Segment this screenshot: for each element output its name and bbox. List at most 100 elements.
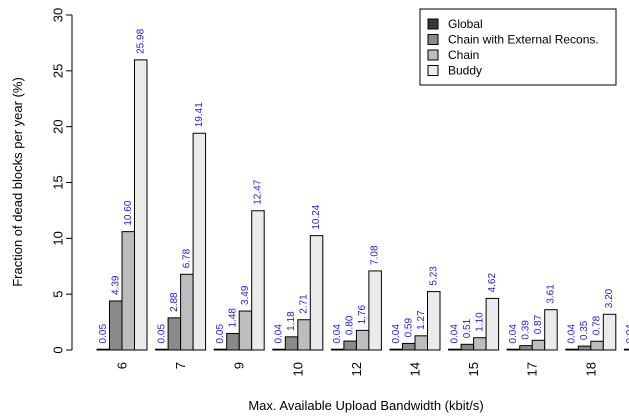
legend-box <box>419 8 617 86</box>
bar <box>167 317 182 351</box>
bar <box>544 309 558 351</box>
data-label: 0.05 <box>98 324 109 344</box>
data-label: 12.47 <box>252 179 263 204</box>
y-tick-label: 25 <box>51 64 66 78</box>
data-label: 3.20 <box>604 288 615 308</box>
x-tick-label: 17 <box>525 362 540 376</box>
legend-label: Chain with External Recons. <box>448 33 599 47</box>
bar <box>519 345 533 351</box>
data-label: 10.24 <box>311 204 322 229</box>
y-tick-label: 20 <box>51 119 66 133</box>
data-label: 4.39 <box>110 275 121 295</box>
x-tick-label: 14 <box>408 362 423 376</box>
data-label: 3.49 <box>240 285 251 305</box>
x-tick-label: 15 <box>466 362 481 376</box>
bar <box>309 235 324 351</box>
bar <box>623 348 629 351</box>
bar <box>330 348 345 351</box>
bar <box>531 339 546 351</box>
bar <box>284 336 299 351</box>
bar <box>485 297 500 351</box>
legend-swatch <box>427 18 439 30</box>
data-label: 0.05 <box>215 324 226 344</box>
data-label: 0.04 <box>391 324 402 344</box>
data-label: 2.71 <box>299 294 310 314</box>
bar <box>368 270 382 351</box>
x-tick-label: 12 <box>349 362 364 376</box>
data-label: 0.35 <box>579 320 590 340</box>
data-label: 0.51 <box>462 318 473 338</box>
bar <box>602 313 617 351</box>
data-label: 1.18 <box>286 311 297 331</box>
x-tick-label: 18 <box>583 362 598 376</box>
legend-label: Global <box>448 17 483 31</box>
data-label: 1.76 <box>357 304 368 324</box>
data-label: 0.80 <box>345 315 356 335</box>
bar <box>448 348 462 351</box>
bar <box>427 291 441 351</box>
data-label: 0.04 <box>625 324 629 344</box>
bar <box>180 273 194 351</box>
legend-label: Buddy <box>448 64 482 78</box>
data-label: 25.98 <box>135 28 146 53</box>
bar <box>297 319 311 351</box>
y-tick-label: 15 <box>51 175 66 189</box>
data-label: 0.39 <box>520 320 531 340</box>
legend-swatch <box>427 65 439 76</box>
x-axis-label: Max. Available Upload Bandwidth (kbit/s) <box>248 398 483 413</box>
data-label: 3.61 <box>545 284 556 304</box>
bar <box>96 348 110 351</box>
data-label: 4.62 <box>487 273 498 293</box>
bar <box>473 337 487 351</box>
data-label: 5.23 <box>428 266 439 286</box>
bar <box>355 329 370 351</box>
data-label: 0.04 <box>332 324 343 344</box>
bar <box>389 348 403 351</box>
legend-swatch <box>427 34 439 45</box>
y-tick-label: 5 <box>51 291 66 298</box>
data-label: 19.41 <box>194 102 205 127</box>
data-label: 0.04 <box>567 324 578 344</box>
y-axis: 0 5 10 15 20 25 30 <box>51 8 73 354</box>
bar <box>109 300 123 351</box>
bar <box>238 310 253 351</box>
bar <box>226 332 240 351</box>
bar <box>590 340 604 351</box>
bar <box>272 348 286 351</box>
y-axis-label: Fraction of dead blocks per year (%) <box>10 77 25 287</box>
data-label: 10.60 <box>123 200 134 225</box>
data-label: 0.04 <box>274 324 285 344</box>
bar <box>565 348 579 351</box>
bar <box>121 231 135 351</box>
bar <box>460 343 475 351</box>
bar <box>134 59 148 351</box>
data-label: 7.08 <box>370 245 381 265</box>
legend: Global Chain with External Recons.Chain Bu… <box>419 8 617 86</box>
legend-label: Chain <box>448 48 479 62</box>
data-label: 0.87 <box>533 314 544 334</box>
data-label: 0.04 <box>449 324 460 344</box>
y-tick-label: 30 <box>51 8 66 22</box>
bar <box>577 345 592 351</box>
bar <box>192 132 207 351</box>
bar <box>155 348 169 351</box>
bar <box>506 348 521 351</box>
data-label: 0.78 <box>592 315 603 335</box>
data-label: 1.10 <box>474 312 485 332</box>
legend-swatch <box>427 49 439 61</box>
data-label: 1.27 <box>416 310 427 330</box>
data-label: 0.04 <box>508 324 519 344</box>
bar <box>213 348 228 351</box>
bar <box>402 342 416 351</box>
x-tick-label: 10 <box>290 362 305 376</box>
data-label: 6.78 <box>181 248 192 268</box>
bar <box>343 340 357 351</box>
bar <box>251 210 265 351</box>
x-tick-label: 9 <box>232 362 247 369</box>
data-label: 0.59 <box>403 318 414 338</box>
plot-area: 0.054.3910.6025.980.052.886.7819.410.051… <box>96 28 629 351</box>
x-tick-label: 6 <box>115 362 130 369</box>
bar <box>414 335 428 351</box>
y-tick-label: 10 <box>51 231 66 245</box>
